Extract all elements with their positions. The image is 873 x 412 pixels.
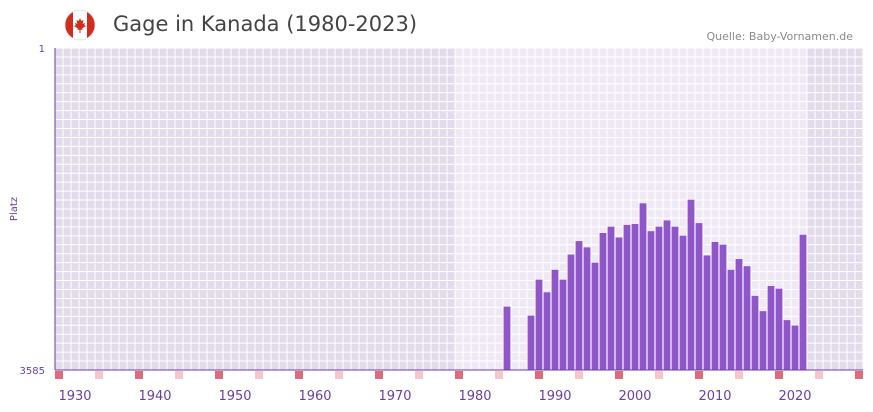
x-tick-minor [415,371,423,379]
x-tick-major [855,371,863,379]
x-tick-label-2020: 2020 [778,389,811,404]
bar-1992[interactable] [567,254,575,370]
x-tick-major [215,371,223,379]
x-tick-major [135,371,143,379]
x-tick-label-2010: 2010 [698,389,731,404]
x-tick-minor [255,371,263,379]
bar-1988[interactable] [535,279,543,370]
chart-title: Gage in Kanada (1980-2023) [113,12,418,36]
x-tick-major [55,371,63,379]
x-tick-minor [95,371,103,379]
x-tick-major [535,371,543,379]
x-tick-minor [335,371,343,379]
bar-2021[interactable] [799,234,807,370]
bar-1990[interactable] [551,269,559,370]
x-tick-major [455,371,463,379]
bar-1984[interactable] [503,306,511,370]
bar-2020[interactable] [791,325,799,370]
bar-2008[interactable] [695,223,703,370]
x-tick-label-1970: 1970 [378,389,411,404]
x-tick-label-1990: 1990 [538,389,571,404]
bar-1998[interactable] [615,237,623,370]
bar-2014[interactable] [743,266,751,370]
bar-2005[interactable] [671,226,679,370]
source-label: Quelle: Baby-Vornamen.de [706,30,853,43]
y-axis-title: Platz [9,197,20,221]
bar-1997[interactable] [607,226,615,370]
bar-2016[interactable] [759,311,767,370]
x-tick-major [775,371,783,379]
bar-2011[interactable] [719,244,727,370]
x-tick-label-2000: 2000 [618,389,651,404]
axes-group [54,48,863,371]
x-tick-labels: 1930 1940 1950 1960 1970 1980 1990 2000 2010 2020 [58,389,811,404]
canada-flag-icon [64,9,96,41]
x-tick-minor [495,371,503,379]
bars-group [503,199,807,370]
x-tick-label-1950: 1950 [218,389,251,404]
bar-2010[interactable] [711,241,719,370]
x-tick-label-1960: 1960 [298,389,331,404]
y-tick-label-top: 1 [39,44,45,55]
bar-2006[interactable] [679,235,687,370]
x-tick-markers [55,371,863,379]
bar-2004[interactable] [663,220,671,370]
x-tick-minor [735,371,743,379]
y-tick-label-bottom: 3585 [20,366,45,377]
bar-2018[interactable] [775,288,783,370]
x-tick-major [295,371,303,379]
bar-1993[interactable] [575,241,583,370]
bar-2012[interactable] [727,269,735,370]
bar-2017[interactable] [767,285,775,370]
x-tick-minor [175,371,183,379]
bar-2015[interactable] [751,295,759,370]
bar-2009[interactable] [703,255,711,370]
bar-2001[interactable] [639,203,647,370]
x-tick-major [375,371,383,379]
x-tick-minor [655,371,663,379]
bar-1989[interactable] [543,292,551,370]
bar-1994[interactable] [583,247,591,370]
bar-2003[interactable] [655,226,663,370]
bar-2000[interactable] [631,224,639,370]
x-tick-major [615,371,623,379]
bar-2013[interactable] [735,259,743,370]
bar-1987[interactable] [527,315,535,370]
x-tick-label-1940: 1940 [138,389,171,404]
bar-1999[interactable] [623,224,631,370]
bar-2002[interactable] [647,231,655,370]
x-tick-minor [815,371,823,379]
bar-2007[interactable] [687,199,695,370]
bar-1995[interactable] [591,262,599,370]
x-tick-minor [575,371,583,379]
x-tick-label-1980: 1980 [458,389,491,404]
x-tick-major [695,371,703,379]
bar-2019[interactable] [783,320,791,370]
bar-1991[interactable] [559,279,567,370]
bar-1996[interactable] [599,232,607,370]
x-tick-label-1930: 1930 [58,389,91,404]
